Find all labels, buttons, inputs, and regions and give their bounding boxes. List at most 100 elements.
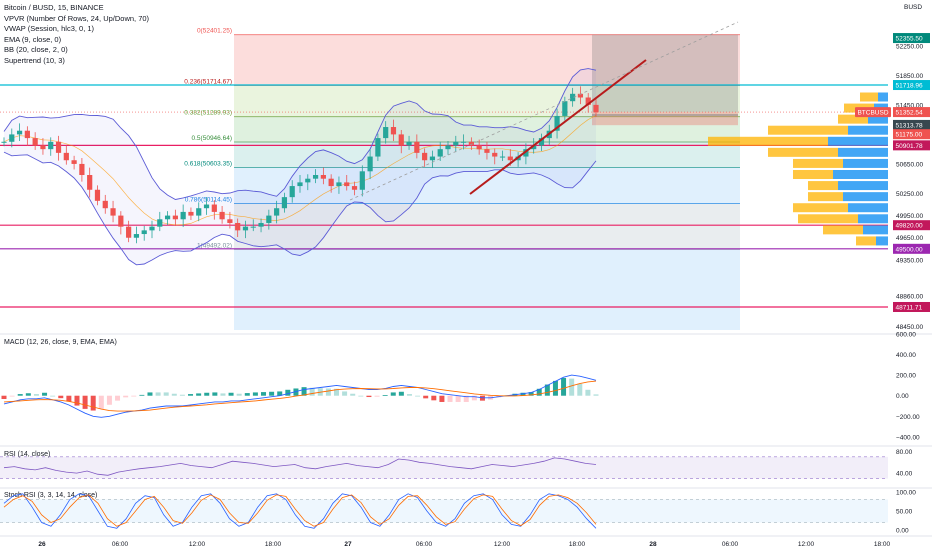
- candle-body: [87, 175, 93, 190]
- macd-histogram-bar: [398, 391, 404, 396]
- volume-profile-down: [798, 214, 858, 224]
- candle-body: [492, 152, 498, 157]
- candle-body: [476, 145, 482, 150]
- candle-body: [359, 171, 365, 190]
- indicator-legend-item[interactable]: VPVR (Number Of Rows, 24, Up/Down, 70): [4, 13, 150, 23]
- volume-profile-up: [848, 125, 888, 135]
- macd-histogram-bar: [123, 395, 129, 398]
- rsi-line: [3, 457, 597, 476]
- macd-histogram-bar: [212, 392, 218, 396]
- price-tag-label: 48711.71: [896, 304, 923, 311]
- candle-body: [422, 152, 428, 161]
- macd-histogram-bar: [228, 392, 234, 396]
- macd-histogram-bar: [374, 395, 380, 397]
- price-tag: [893, 301, 930, 312]
- candle-body: [227, 219, 233, 223]
- candle-body: [1, 141, 7, 143]
- time-tick-label: 18:00: [569, 541, 586, 548]
- macd-histogram-bar: [455, 395, 461, 402]
- macd-tick-label: 600.00: [896, 332, 916, 339]
- candle-body: [344, 182, 350, 187]
- macd-histogram-bar: [439, 395, 445, 402]
- stoch-tick-label: 0.00: [896, 528, 909, 535]
- macd-histogram-bar: [98, 395, 104, 409]
- volume-profile-up: [876, 236, 888, 246]
- candle-body: [351, 186, 358, 190]
- bollinger-band-fill: [4, 68, 596, 265]
- candle-body: [453, 141, 459, 146]
- macd-histogram-bar: [577, 383, 583, 396]
- candle-body: [577, 93, 584, 98]
- macd-histogram-bar: [528, 392, 534, 396]
- indicator-legend-item[interactable]: Supertrend (10, 3): [4, 55, 65, 65]
- volume-profile-down: [856, 236, 876, 246]
- candle-body: [40, 145, 46, 150]
- candle-body: [570, 93, 576, 102]
- macd-histogram-bar: [561, 377, 567, 396]
- volume-profile-down: [708, 136, 828, 146]
- indicator-legend-item[interactable]: EMA (9, close, 0): [4, 34, 62, 44]
- candle-body: [375, 138, 381, 157]
- candle-body: [305, 178, 311, 183]
- macd-histogram-bar: [66, 395, 72, 402]
- price-tag: [893, 140, 930, 151]
- volume-profile-up: [868, 114, 888, 124]
- trendline: [469, 59, 647, 195]
- macd-histogram-bar: [1, 395, 7, 400]
- macd-histogram-bar: [82, 395, 88, 409]
- candle-body: [141, 230, 147, 235]
- candle-body: [468, 141, 474, 146]
- candle-body: [118, 215, 124, 227]
- volume-profile-up: [848, 203, 888, 213]
- indicator-legend-item[interactable]: VWAP (Session, hlc3, 0, 1): [4, 24, 95, 33]
- candle-body: [102, 200, 108, 209]
- candle-body: [149, 226, 155, 231]
- candle-body: [554, 115, 560, 131]
- candle-body: [32, 138, 38, 146]
- candle-body: [281, 197, 288, 209]
- price-tag-label: 49820.00: [896, 223, 923, 230]
- price-tick-label: 48450.00: [896, 324, 923, 331]
- chart-legend: Bitcoin / BUSD, 15, BINANCE VPVR (Number…: [4, 3, 149, 66]
- fib-level-label: 1(49492.02): [197, 242, 232, 249]
- macd-histogram-bar: [520, 392, 526, 396]
- macd-histogram-bar: [406, 394, 412, 396]
- price-axis-bg: [891, 0, 932, 550]
- volume-profile-down: [860, 92, 878, 102]
- candle-body: [157, 219, 163, 227]
- candle-body: [180, 211, 186, 220]
- time-tick-label: 18:00: [265, 541, 282, 548]
- time-tick-label: 12:00: [798, 541, 815, 548]
- price-tag-label: 49500.00: [896, 246, 923, 253]
- fib-level-label: 0.382(51289.93): [184, 110, 232, 117]
- macd-histogram-bar: [147, 392, 153, 396]
- price-tag: [893, 119, 930, 130]
- candle-body: [110, 208, 116, 216]
- macd-histogram-bar: [42, 392, 48, 396]
- macd-histogram-bar: [204, 392, 210, 396]
- stoch-band: [0, 499, 888, 523]
- macd-tick-label: 200.00: [896, 373, 916, 380]
- candle-body: [445, 145, 451, 150]
- candle-body: [406, 141, 412, 146]
- candle-body: [172, 215, 178, 220]
- price-tick-label: 49950.00: [896, 213, 923, 220]
- macd-histogram-bar: [463, 395, 469, 402]
- stoch-tick-label: 50.00: [896, 509, 913, 516]
- candle-body: [48, 141, 54, 150]
- candle-body: [429, 156, 436, 161]
- macd-histogram-bar: [58, 395, 64, 399]
- macd-histogram-bar: [342, 391, 348, 396]
- currency-label: BUSD: [904, 4, 922, 11]
- macd-histogram-bar: [415, 395, 421, 397]
- indicator-legend-item[interactable]: BB (20, close, 2, 0): [4, 45, 68, 54]
- macd-title: MACD (12, 26, close, 9, EMA, EMA): [4, 339, 117, 346]
- rsi-title: RSI (14, close): [4, 451, 50, 458]
- candle-body: [63, 152, 69, 161]
- fib-zone: [234, 85, 740, 117]
- rsi-tick-label: 80.00: [896, 449, 913, 456]
- macd-histogram-bar: [552, 380, 558, 396]
- candle-body: [383, 127, 389, 139]
